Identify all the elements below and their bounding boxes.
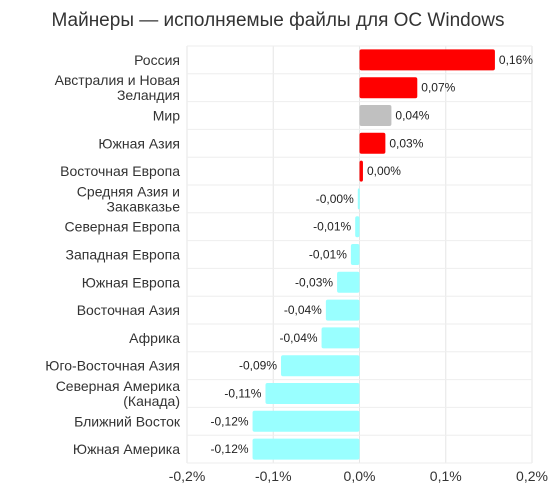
x-tick-label: 0,1% — [430, 468, 462, 484]
category-label: Средняя Азия и Закавказье — [77, 183, 180, 214]
bar — [359, 105, 392, 126]
x-tick-label: -0,1% — [255, 468, 292, 484]
category-label: Южная Азия — [98, 135, 180, 151]
bar-value-label: -0,09% — [239, 359, 277, 373]
bar — [359, 160, 363, 182]
category-label: Западная Европа — [66, 247, 181, 263]
category-label: Мир — [153, 108, 180, 124]
bar — [252, 438, 360, 460]
bar — [359, 132, 386, 154]
bar — [359, 77, 418, 99]
bar-value-label: 0,00% — [367, 164, 401, 178]
x-tick-label: 0,2% — [516, 468, 548, 484]
bar-value-label: 0,04% — [395, 109, 429, 123]
category-label: Северная Америка (Канада) — [56, 378, 181, 409]
bar — [337, 271, 360, 293]
bar — [265, 383, 360, 404]
bar-value-label: -0,00% — [316, 192, 354, 206]
bar — [252, 410, 360, 432]
bar-value-label: -0,04% — [284, 303, 322, 317]
bar-value-label: 0,03% — [389, 136, 423, 150]
x-tick-label: 0,0% — [344, 468, 376, 484]
category-label: Африка — [129, 330, 180, 346]
category-label: Ближний Восток — [74, 413, 181, 429]
bar-value-label: -0,12% — [211, 442, 249, 456]
bar-value-label: -0,01% — [309, 248, 347, 262]
category-label: Восточная Азия — [77, 302, 180, 318]
category-label: Австралия и Новая Зеландия — [55, 72, 180, 103]
category-label: Россия — [134, 52, 180, 68]
bar-value-label: -0,03% — [295, 275, 333, 289]
bar — [355, 216, 360, 238]
bar-value-label: -0,04% — [280, 331, 318, 345]
category-label: Южная Европа — [82, 274, 180, 290]
bar-value-label: 0,16% — [499, 53, 533, 67]
category-label: Восточная Европа — [60, 163, 180, 179]
bar-value-label: 0,07% — [421, 81, 455, 95]
category-label: Северная Европа — [65, 219, 181, 235]
bar — [359, 49, 495, 71]
bar — [281, 355, 360, 377]
chart-title: Майнеры — исполняемые файлы для ОС Windo… — [51, 10, 505, 31]
category-label: Южная Америка — [73, 441, 180, 457]
category-label: Юго-Восточная Азия — [45, 358, 180, 374]
x-tick-label: -0,2% — [169, 468, 206, 484]
bar-value-label: -0,01% — [313, 220, 351, 234]
bar — [357, 188, 360, 210]
bar-value-label: -0,11% — [224, 387, 261, 401]
bar — [350, 244, 360, 265]
bar-value-label: -0,12% — [211, 414, 249, 428]
bar — [325, 299, 360, 321]
bar — [321, 327, 360, 349]
